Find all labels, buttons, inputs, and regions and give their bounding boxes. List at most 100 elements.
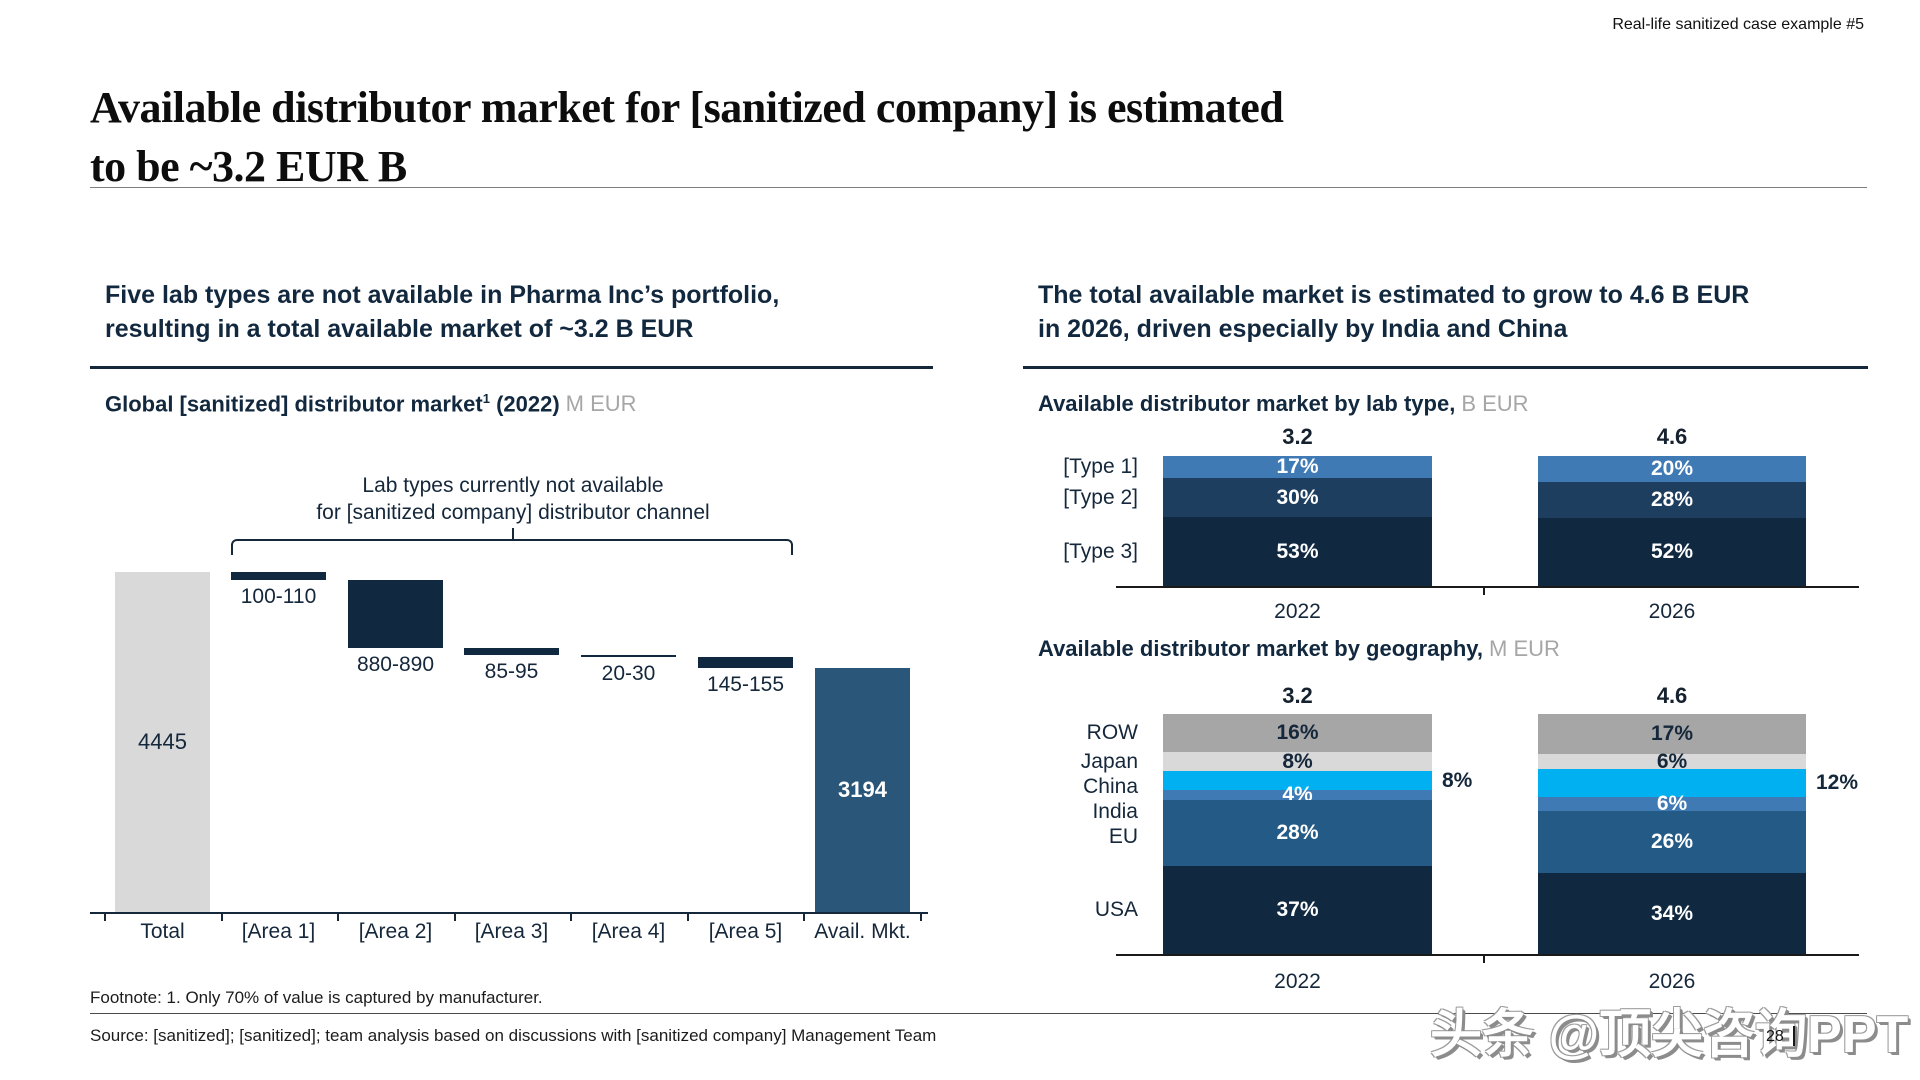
- segment-label: 17%: [1276, 455, 1319, 479]
- bar-total-label: 3.2: [1282, 683, 1313, 708]
- segment-label: 16%: [1276, 721, 1319, 744]
- axis-tick: [220, 912, 223, 921]
- bar-segment: [1163, 517, 1432, 586]
- bar-segment: [1538, 873, 1806, 954]
- bar-total-label: 4.6: [1656, 683, 1688, 708]
- lab-chart-unit: B EUR: [1461, 391, 1529, 416]
- bar-segment: [1538, 456, 1806, 482]
- waterfall-bar: [698, 656, 793, 668]
- bar-total-label: 4.6: [1656, 424, 1688, 449]
- segment-label: 28%: [1650, 488, 1694, 512]
- segment-label: 34%: [1650, 901, 1694, 925]
- bar-total-label: 3.2: [1282, 424, 1313, 449]
- waterfall-bar: [115, 572, 210, 912]
- bar-segment: [1538, 768, 1806, 798]
- axis-tick: [919, 912, 922, 921]
- waterfall-bar: [231, 572, 326, 581]
- series-label: China: [1083, 774, 1138, 798]
- bar-segment: [1163, 799, 1432, 867]
- page-title: Available distributor market for [saniti…: [90, 79, 1730, 195]
- left-headline-line2: resulting in a total available market of…: [105, 315, 694, 343]
- bar-segment: [1538, 518, 1806, 586]
- bar-segment: [1163, 714, 1432, 753]
- waterfall-annotation-line1: Lab types currently not available: [362, 474, 664, 497]
- bar-segment: [1163, 456, 1432, 479]
- axis-tick: [570, 912, 573, 921]
- bar-segment: [1163, 771, 1432, 791]
- segment-label-outside: 12%: [1816, 770, 1859, 794]
- waterfall-bar: [464, 647, 559, 655]
- geo-chart-unit: M EUR: [1489, 636, 1560, 661]
- category-label: [Area 2]: [358, 920, 433, 943]
- series-label: EU: [1108, 824, 1138, 848]
- footnote-reference: 1: [482, 391, 490, 406]
- category-label: Total: [140, 920, 185, 943]
- title-divider: [90, 187, 1867, 188]
- value-label: 4445: [138, 729, 187, 754]
- series-label: [Type 3]: [1063, 539, 1138, 563]
- bar-segment: [1538, 811, 1806, 874]
- right-headline-line2: in 2026, driven especially by India and …: [1038, 315, 1568, 343]
- category-label: [Area 3]: [474, 920, 549, 943]
- waterfall-bar: [581, 654, 676, 657]
- series-label: [Type 1]: [1063, 455, 1138, 479]
- geo-chart-title: Available distributor market by geograph…: [1038, 636, 1560, 662]
- right-headline: The total available market is estimated …: [1038, 278, 1868, 346]
- value-label: 85-95: [484, 659, 539, 683]
- category-label: [Area 4]: [591, 920, 666, 943]
- bar-segment: [1163, 478, 1432, 518]
- page-number: 28: [1766, 1028, 1784, 1045]
- bar-segment: [1538, 482, 1806, 519]
- axis-tick: [337, 912, 340, 921]
- value-label: 20-30: [601, 661, 656, 685]
- corner-note: Real-life sanitized case example #5: [1612, 16, 1864, 33]
- axis-line: [90, 912, 928, 914]
- lab-chart-title: Available distributor market by lab type…: [1038, 391, 1529, 417]
- axis-line: [1116, 586, 1859, 588]
- value-label: 880-890: [356, 652, 435, 676]
- value-label: 3194: [838, 776, 887, 802]
- segment-label-outside: 8%: [1442, 768, 1473, 792]
- segment-label: 17%: [1650, 722, 1694, 746]
- waterfall-annotation-line2: for [sanitized company] distributor chan…: [316, 501, 710, 524]
- axis-tick: [1483, 586, 1485, 595]
- series-label: Japan: [1080, 749, 1138, 773]
- segment-label: 28%: [1276, 820, 1319, 844]
- series-label: USA: [1094, 898, 1138, 922]
- left-headline-line1: Five lab types are not available in Phar…: [105, 281, 780, 309]
- axis-line: [1116, 954, 1859, 956]
- value-label: 145-155: [706, 672, 785, 696]
- series-label: [Type 2]: [1063, 485, 1138, 509]
- waterfall-chart-unit: M EUR: [565, 391, 637, 417]
- segment-label: 52%: [1650, 540, 1694, 564]
- year-label: 2026: [1648, 600, 1696, 623]
- page-title-line2: to be ~3.2 EUR B: [90, 141, 407, 191]
- axis-tick: [803, 912, 806, 921]
- segment-label: 6%: [1656, 749, 1688, 773]
- left-panel-divider: [90, 366, 933, 369]
- segment-label: 8%: [1282, 749, 1313, 773]
- category-label: [Area 1]: [241, 920, 316, 943]
- bar-segment: [1538, 754, 1806, 769]
- axis-tick: [453, 912, 456, 921]
- series-label: India: [1092, 799, 1138, 823]
- axis-tick: [104, 912, 106, 921]
- segment-label: 37%: [1276, 898, 1319, 922]
- category-label: [Area 5]: [708, 920, 783, 943]
- year-label: 2022: [1274, 600, 1321, 623]
- waterfall-annotation: Lab types currently not available for [s…: [178, 472, 848, 526]
- waterfall-chart-title-year: (2022): [489, 391, 560, 417]
- segment-label: 53%: [1276, 539, 1319, 563]
- series-label: ROW: [1086, 721, 1138, 744]
- waterfall-bar: [815, 667, 910, 912]
- waterfall-bracket-tick: [512, 528, 514, 540]
- axis-tick: [686, 912, 689, 921]
- segment-label: 6%: [1656, 792, 1688, 816]
- waterfall-chart-title-text: Global [sanitized] distributor market: [105, 391, 483, 417]
- lab-chart-title-text: Available distributor market by lab type…: [1038, 391, 1456, 416]
- year-label: 2026: [1648, 970, 1696, 993]
- segment-label: 20%: [1650, 457, 1694, 480]
- bar-segment: [1163, 866, 1432, 954]
- value-label: 100-110: [240, 585, 317, 609]
